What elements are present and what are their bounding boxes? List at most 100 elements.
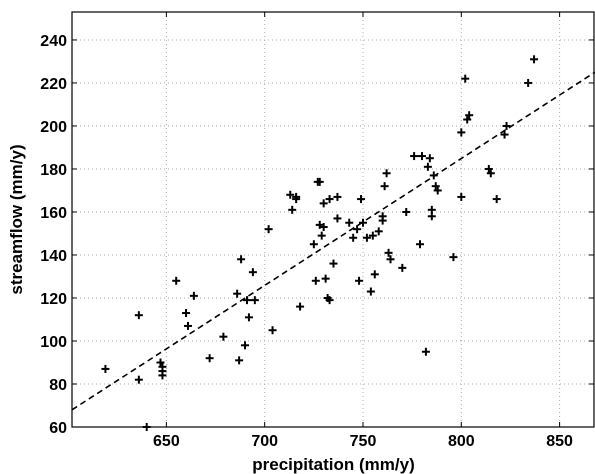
data-point [368, 231, 377, 240]
y-tick-label: 140 [40, 248, 67, 265]
y-tick-label: 240 [40, 33, 67, 50]
x-tick-label: 850 [546, 433, 573, 450]
grid-lines [72, 12, 595, 428]
data-point [315, 177, 324, 186]
data-point [484, 164, 493, 173]
data-point [449, 253, 458, 262]
plot-frame [71, 11, 595, 428]
y-tick-label: 60 [49, 420, 67, 437]
data-point [366, 287, 375, 296]
x-tick-label: 800 [448, 433, 475, 450]
data-point [156, 358, 165, 367]
data-point [417, 152, 426, 161]
data-points [101, 55, 539, 431]
data-point [402, 207, 411, 216]
data-point [292, 192, 301, 201]
x-axis-title: precipitation (mm/y) [252, 455, 414, 474]
data-point [461, 74, 470, 83]
data-point [321, 274, 330, 283]
data-point [355, 276, 364, 285]
data-point [296, 302, 305, 311]
data-point [237, 255, 246, 264]
data-point [333, 214, 342, 223]
x-tick-label: 700 [251, 433, 278, 450]
data-point [502, 121, 511, 130]
data-point [242, 296, 251, 305]
data-point [233, 289, 242, 298]
data-point [241, 341, 250, 350]
y-tick-label: 160 [40, 205, 67, 222]
data-point [416, 240, 425, 249]
data-point [465, 111, 474, 120]
data-point [398, 263, 407, 272]
data-point [433, 186, 442, 195]
x-tick-label: 650 [153, 433, 180, 450]
data-point [319, 223, 328, 232]
data-point [349, 233, 358, 242]
data-point [358, 218, 367, 227]
data-point [425, 154, 434, 163]
data-point [325, 296, 334, 305]
data-point [384, 248, 393, 257]
data-point [219, 332, 228, 341]
data-point [182, 309, 191, 318]
data-point [101, 364, 110, 373]
fit-line-layer [71, 71, 595, 411]
data-point [357, 195, 366, 204]
data-point [410, 152, 419, 161]
data-point [134, 311, 143, 320]
data-point [423, 162, 432, 171]
data-point [374, 227, 383, 236]
data-point [205, 354, 214, 363]
data-point [184, 321, 193, 330]
data-point [286, 190, 295, 199]
data-point [457, 128, 466, 137]
data-point [319, 199, 328, 208]
data-point [235, 356, 244, 365]
data-point [524, 78, 533, 87]
data-point [380, 182, 389, 191]
data-point [158, 362, 167, 371]
data-point [189, 291, 198, 300]
data-point [386, 255, 395, 264]
data-point [325, 195, 334, 204]
data-point [268, 326, 277, 335]
data-point [530, 55, 539, 64]
data-point [382, 169, 391, 178]
data-point [264, 225, 273, 234]
data-point [353, 225, 362, 234]
data-point [333, 192, 342, 201]
data-point [421, 347, 430, 356]
y-tick-label: 200 [40, 119, 67, 136]
y-tick-label: 100 [40, 334, 67, 351]
data-point [429, 171, 438, 180]
data-point [311, 276, 320, 285]
y-tick-label: 180 [40, 162, 67, 179]
data-point [427, 212, 436, 221]
data-point [370, 270, 379, 279]
y-tick-label: 80 [49, 377, 67, 394]
y-axis-title: streamflow (mm/y) [7, 144, 26, 294]
data-point [172, 276, 181, 285]
data-point [309, 240, 318, 249]
y-tick-label: 220 [40, 76, 67, 93]
data-point [378, 212, 387, 221]
data-point [134, 375, 143, 384]
data-point [431, 182, 440, 191]
data-point [244, 313, 253, 322]
fit-line [71, 71, 595, 411]
data-point [288, 205, 297, 214]
axis-ticks: 650 700 750 800 850 60 80 100 120 140 160 180 200 220… [40, 12, 594, 450]
data-point [457, 192, 466, 201]
data-point [463, 115, 472, 124]
data-point [362, 233, 371, 242]
data-point [492, 195, 501, 204]
data-point [486, 169, 495, 178]
data-point [345, 218, 354, 227]
y-tick-label: 120 [40, 291, 67, 308]
data-point [250, 296, 259, 305]
x-tick-label: 750 [350, 433, 377, 450]
data-point [329, 259, 338, 268]
data-point [248, 268, 257, 277]
